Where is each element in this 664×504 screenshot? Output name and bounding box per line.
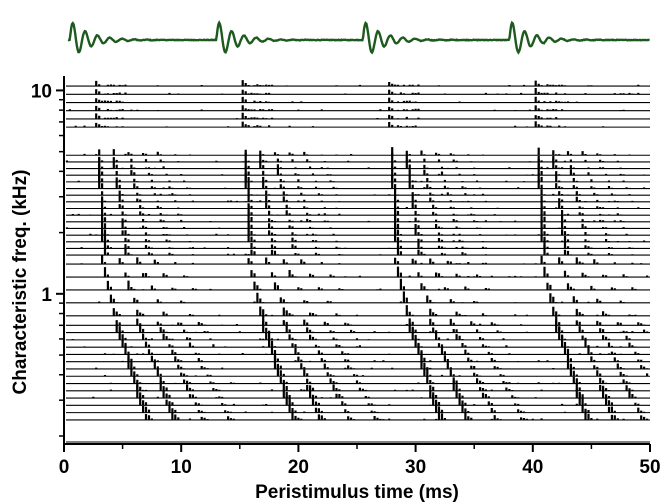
psth-bars (62, 205, 622, 216)
psth-bars (98, 175, 646, 189)
psth-bars (83, 147, 631, 156)
axes (63, 76, 650, 445)
psth-bars (95, 112, 558, 119)
psth-bars (109, 380, 634, 391)
psth-bars (98, 158, 622, 169)
psth-bars (115, 320, 649, 333)
psth-bars (65, 216, 628, 229)
psth-bars (74, 121, 605, 128)
psth-bars (112, 305, 637, 316)
psth-bars (98, 163, 646, 176)
x-tick-label: 50 (639, 457, 660, 478)
psth-bars (68, 105, 625, 111)
psth-bars (142, 400, 646, 413)
x-tick-label: 40 (522, 457, 543, 478)
psth-bars (101, 194, 634, 202)
x-tick-label: 10 (171, 457, 192, 478)
psth-bars (95, 80, 640, 87)
psth-bars (103, 244, 634, 256)
psth-bars (109, 375, 631, 384)
y-tick-label: 10 (31, 81, 52, 102)
psth-bars (95, 96, 578, 103)
psth-bars (121, 351, 643, 362)
y-ticks: 10 1 (31, 81, 64, 437)
psth-bars (106, 278, 637, 290)
psth-bars (101, 199, 640, 209)
psth-bars (101, 230, 646, 242)
psth-bars (65, 152, 619, 162)
psth-bars (144, 410, 649, 420)
psth-bars (80, 255, 643, 265)
psth-bars (101, 188, 631, 196)
psth-traces (62, 80, 650, 443)
psth-bars (77, 169, 625, 182)
y-tick-label: 1 (41, 285, 52, 306)
psth-bars (103, 364, 649, 377)
stimulus-line (67, 20, 650, 55)
psth-bars (95, 355, 649, 369)
psth-bars (98, 291, 625, 303)
psth-bars (103, 344, 640, 355)
x-axis-title: Peristimulus time (ms) (255, 482, 459, 503)
psth-bars (115, 315, 646, 326)
psth-bars (95, 88, 640, 95)
x-tick-label: 30 (405, 457, 426, 478)
x-ticks: 0 10 20 30 40 50 (59, 444, 661, 478)
psth-bars (103, 266, 649, 277)
y-axis-title: Characteristic freq. (kHz) (10, 170, 31, 395)
psth-bars (80, 239, 634, 249)
x-tick-label: 20 (288, 457, 309, 478)
psth-bars (92, 385, 637, 399)
x-tick-label: 0 (59, 457, 70, 478)
psth-bars (71, 326, 631, 340)
stimulus-waveform (67, 20, 650, 55)
psth-bars (89, 223, 628, 236)
psth-bars (139, 392, 640, 406)
